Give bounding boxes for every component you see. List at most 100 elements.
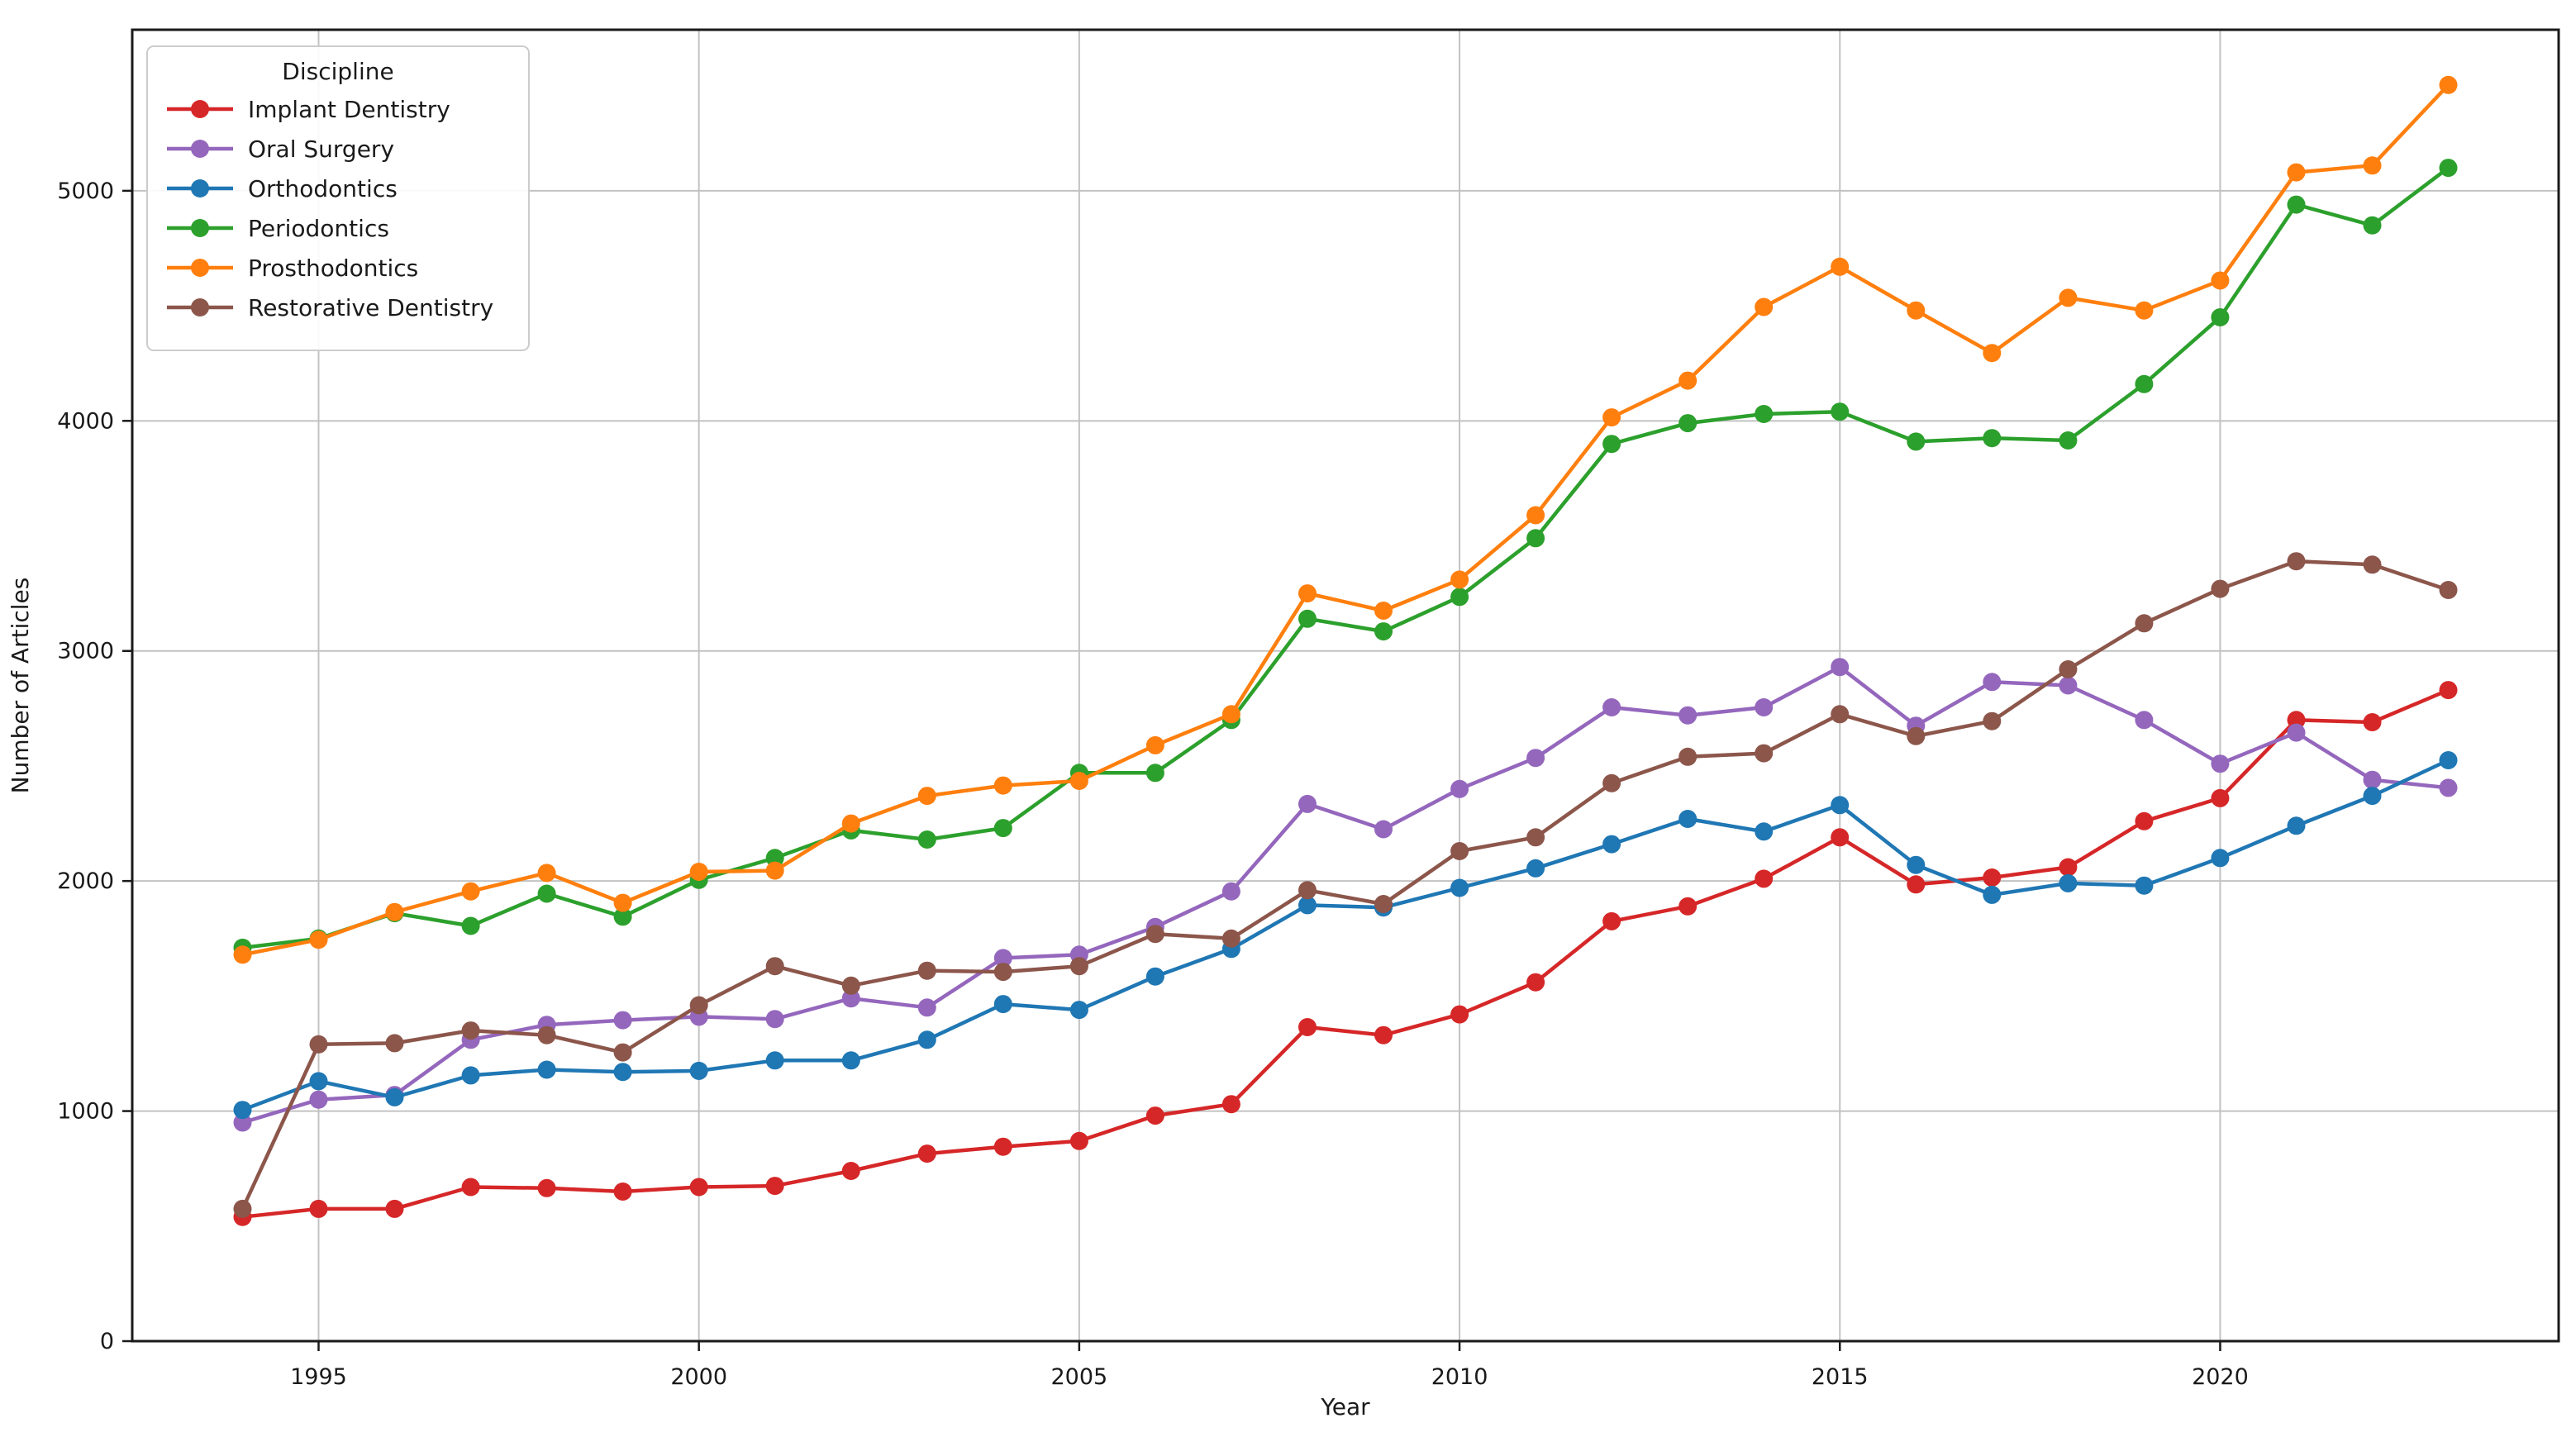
x-tick-label: 2000	[670, 1364, 727, 1390]
series-marker-orthodontics	[2135, 876, 2154, 895]
y-tick-label: 0	[100, 1329, 114, 1354]
series-marker-restorative-dentistry	[2135, 614, 2154, 633]
series-marker-implant-dentistry	[1983, 868, 2002, 887]
series-marker-restorative-dentistry	[2363, 555, 2382, 574]
series-marker-oral-surgery	[2059, 676, 2078, 695]
legend-item-implant-dentistry: Implant Dentistry	[248, 96, 450, 123]
series-marker-orthodontics	[2287, 816, 2306, 835]
series-marker-implant-dentistry	[917, 1144, 936, 1163]
series-marker-orthodontics	[993, 995, 1012, 1014]
series-marker-oral-surgery	[2287, 723, 2306, 742]
y-tick-label: 2000	[57, 868, 114, 894]
series-marker-implant-dentistry	[2211, 788, 2230, 807]
series-marker-restorative-dentistry	[309, 1035, 328, 1054]
series-marker-prosthodontics	[1450, 570, 1469, 589]
series-marker-restorative-dentistry	[1983, 711, 2002, 730]
legend-marker-implant-dentistry	[191, 100, 209, 118]
series-marker-oral-surgery	[1983, 673, 2002, 692]
series-marker-implant-dentistry	[1450, 1005, 1469, 1024]
series-marker-orthodontics	[2363, 787, 2382, 806]
series-marker-restorative-dentistry	[1755, 744, 1774, 763]
series-marker-prosthodontics	[613, 893, 632, 912]
legend-title: Discipline	[282, 58, 393, 85]
series-marker-implant-dentistry	[2287, 711, 2306, 730]
series-marker-orthodontics	[1298, 896, 1317, 915]
series-marker-orthodontics	[2059, 873, 2078, 892]
series-marker-orthodontics	[841, 1051, 860, 1070]
series-marker-periodontics	[613, 907, 632, 926]
legend-marker-periodontics	[191, 219, 209, 237]
series-line-periodontics	[240, 165, 2450, 950]
series-marker-orthodontics	[2211, 849, 2230, 868]
series-marker-periodontics	[765, 849, 784, 868]
series-marker-prosthodontics	[1602, 408, 1621, 427]
series-line-orthodontics	[240, 758, 2450, 1112]
series-marker-periodontics	[2059, 431, 2078, 450]
series-marker-orthodontics	[613, 1063, 632, 1082]
x-axis-label: Year	[1320, 1393, 1370, 1420]
series-marker-restorative-dentistry	[2439, 581, 2458, 599]
series-marker-implant-dentistry	[537, 1178, 556, 1197]
x-tick-label: 2010	[1431, 1364, 1488, 1390]
series-marker-periodontics	[1678, 414, 1697, 433]
series-marker-restorative-dentistry	[2059, 660, 2078, 678]
series-marker-restorative-dentistry	[689, 996, 708, 1015]
series-marker-orthodontics	[1831, 796, 1850, 815]
series-marker-prosthodontics	[1526, 506, 1545, 525]
series-marker-restorative-dentistry	[537, 1025, 556, 1044]
series-marker-orthodontics	[1602, 835, 1621, 854]
series-marker-implant-dentistry	[1374, 1025, 1393, 1044]
legend-item-restorative-dentistry: Restorative Dentistry	[248, 294, 493, 321]
series-marker-implant-dentistry	[689, 1178, 708, 1197]
series-marker-prosthodontics	[2439, 75, 2458, 94]
series-marker-oral-surgery	[1755, 698, 1774, 716]
series-marker-orthodontics	[2439, 751, 2458, 769]
series-marker-periodontics	[2211, 308, 2230, 326]
series-marker-prosthodontics	[1983, 344, 2002, 363]
series-marker-implant-dentistry	[1526, 973, 1545, 992]
series-marker-restorative-dentistry	[993, 963, 1012, 982]
series-marker-restorative-dentistry	[1221, 929, 1240, 948]
series-marker-oral-surgery	[2439, 778, 2458, 797]
y-tick-label: 1000	[57, 1099, 114, 1125]
series-marker-implant-dentistry	[1678, 897, 1697, 916]
series-marker-restorative-dentistry	[765, 957, 784, 976]
series-marker-implant-dentistry	[1602, 911, 1621, 930]
series-marker-prosthodontics	[841, 814, 860, 833]
series-marker-prosthodontics	[385, 902, 404, 921]
series-line-oral-surgery	[240, 664, 2450, 1125]
series-marker-prosthodontics	[1145, 735, 1164, 754]
series-marker-restorative-dentistry	[1678, 747, 1697, 766]
series-marker-oral-surgery	[233, 1113, 252, 1132]
legend-marker-prosthodontics	[191, 259, 209, 277]
series-marker-implant-dentistry	[2135, 811, 2154, 830]
series-marker-orthodontics	[1755, 822, 1774, 841]
y-tick-label: 3000	[57, 639, 114, 664]
series-marker-periodontics	[1145, 764, 1164, 783]
series-marker-orthodontics	[537, 1060, 556, 1079]
series-marker-restorative-dentistry	[841, 976, 860, 995]
series-marker-orthodontics	[1678, 810, 1697, 828]
series-marker-restorative-dentistry	[1907, 726, 1926, 745]
series-marker-periodontics	[1450, 588, 1469, 607]
x-tick-label: 1995	[290, 1364, 347, 1390]
series-marker-oral-surgery	[1602, 698, 1621, 716]
series-marker-restorative-dentistry	[1069, 957, 1088, 976]
series-marker-restorative-dentistry	[1450, 842, 1469, 860]
series-marker-periodontics	[2135, 374, 2154, 393]
series-marker-periodontics	[1374, 622, 1393, 641]
legend-marker-oral-surgery	[191, 140, 209, 158]
series-marker-periodontics	[537, 884, 556, 903]
series-marker-orthodontics	[461, 1066, 480, 1085]
series-marker-periodontics	[1526, 529, 1545, 548]
y-tick-label: 5000	[57, 178, 114, 204]
plot-frame	[131, 28, 2560, 1343]
series-marker-prosthodontics	[917, 787, 936, 806]
series-marker-restorative-dentistry	[917, 961, 936, 980]
legend-box	[146, 45, 530, 351]
series-marker-implant-dentistry	[1831, 828, 1850, 847]
series-marker-periodontics	[461, 916, 480, 935]
series-marker-oral-surgery	[2135, 711, 2154, 730]
series-marker-periodontics	[1298, 609, 1317, 628]
